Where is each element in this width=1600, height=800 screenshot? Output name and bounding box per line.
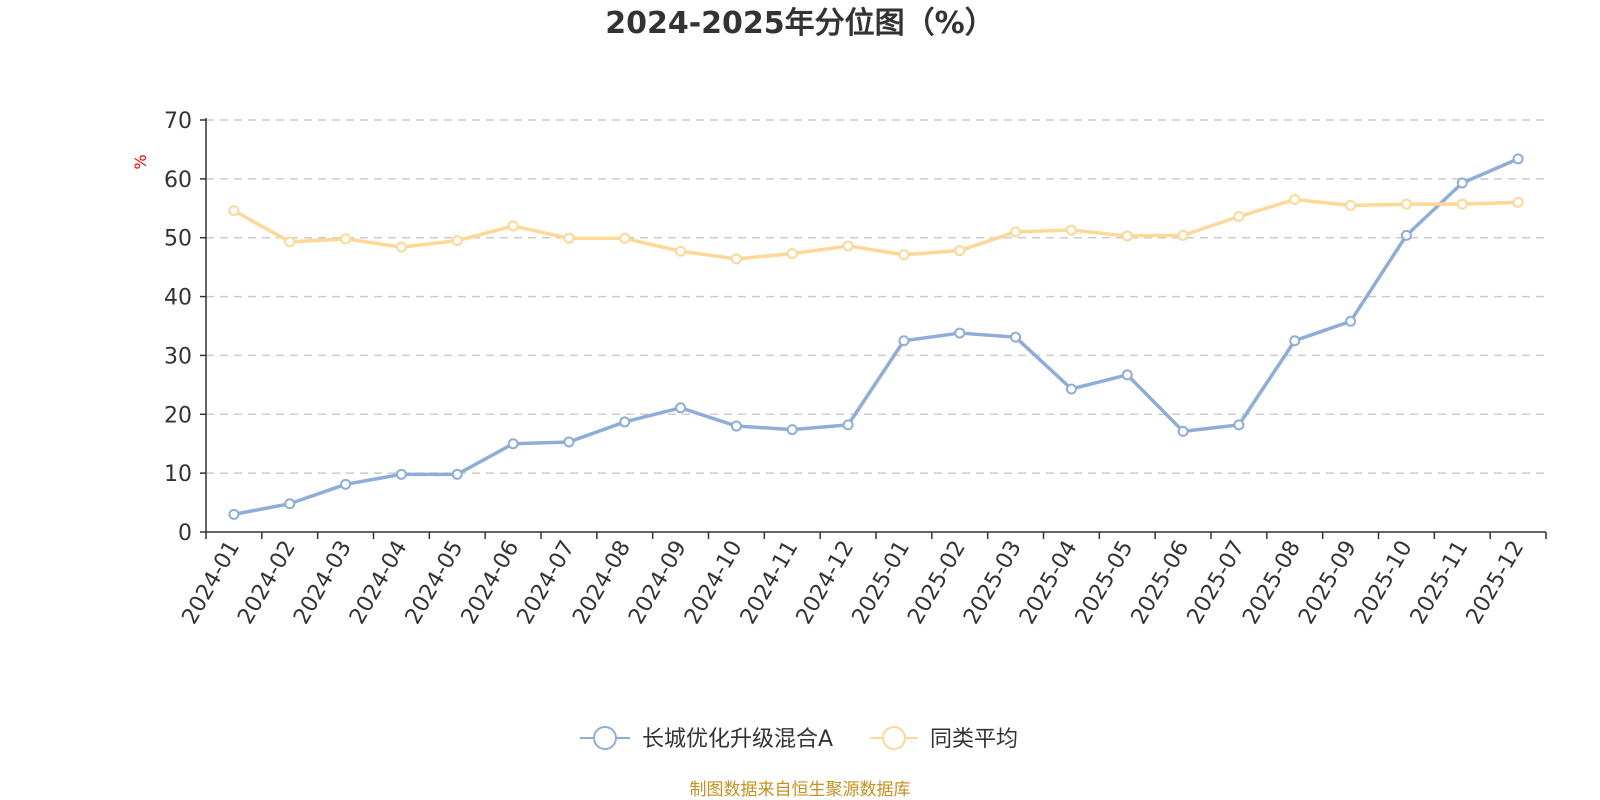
data-point — [675, 402, 687, 414]
data-point — [563, 436, 575, 448]
data-point — [675, 245, 687, 257]
data-point — [451, 235, 463, 247]
data-point — [842, 419, 854, 431]
data-point — [1512, 153, 1524, 165]
data-point — [730, 420, 742, 432]
data-point — [898, 249, 910, 261]
data-point — [730, 253, 742, 265]
data-point — [340, 478, 352, 490]
data-point — [507, 438, 519, 450]
data-point — [1121, 369, 1133, 381]
data-point — [1177, 229, 1189, 241]
y-tick-label: 50 — [164, 227, 192, 252]
data-point — [786, 248, 798, 260]
y-tick-label: 0 — [178, 521, 192, 546]
data-point — [395, 241, 407, 253]
data-point — [451, 468, 463, 480]
data-point — [228, 205, 240, 217]
series-line-0 — [233, 157, 1519, 517]
data-point — [1345, 199, 1357, 211]
data-point — [507, 220, 519, 232]
data-point — [898, 335, 910, 347]
y-tick-label: 30 — [164, 344, 192, 369]
data-point — [340, 233, 352, 245]
data-point — [1233, 211, 1245, 223]
y-tick-label: 20 — [164, 403, 192, 428]
data-point — [284, 236, 296, 248]
data-point — [1233, 419, 1245, 431]
data-point — [1289, 193, 1301, 205]
data-point — [563, 232, 575, 244]
data-source-note: 制图数据来自恒生聚源数据库 — [690, 780, 911, 800]
data-point — [284, 498, 296, 510]
x-tick-labels: 2024-012024-022024-032024-042024-052024-… — [178, 537, 1530, 629]
data-point — [842, 240, 854, 252]
data-point — [228, 508, 240, 520]
data-point — [1345, 315, 1357, 327]
data-point — [619, 416, 631, 428]
data-point — [954, 327, 966, 339]
data-point — [1289, 335, 1301, 347]
legend-marker — [593, 726, 617, 750]
data-point — [1010, 331, 1022, 343]
legend-label: 同类平均 — [930, 727, 1018, 752]
data-point — [954, 245, 966, 257]
legend-label: 长城优化升级混合A — [642, 727, 833, 752]
series-line-1 — [233, 197, 1519, 261]
data-point — [1512, 196, 1524, 208]
legend: 长城优化升级混合A 同类平均 — [580, 726, 1018, 752]
data-point — [1010, 226, 1022, 238]
y-tick-label: 10 — [164, 462, 192, 487]
data-point — [1400, 229, 1412, 241]
data-point — [1400, 198, 1412, 210]
data-point — [395, 468, 407, 480]
y-tick-label: 70 — [164, 109, 192, 134]
legend-marker — [882, 726, 906, 750]
data-point — [619, 232, 631, 244]
data-point — [1065, 224, 1077, 236]
data-point — [1177, 425, 1189, 437]
data-point — [1065, 383, 1077, 395]
axes — [200, 118, 1547, 539]
data-point — [1456, 198, 1468, 210]
y-tick-label: 40 — [164, 286, 192, 311]
data-point — [1456, 177, 1468, 189]
chart-title: 2024-2025年分位图（%） — [605, 6, 995, 41]
data-point — [1121, 230, 1133, 242]
series-group — [228, 153, 1524, 520]
y-axis-unit: % — [131, 154, 150, 169]
data-point — [786, 424, 798, 436]
grid-lines — [206, 119, 1546, 474]
y-tick-labels: 0 10 20 30 40 50 60 70 — [164, 109, 192, 546]
y-tick-label: 60 — [164, 168, 192, 193]
